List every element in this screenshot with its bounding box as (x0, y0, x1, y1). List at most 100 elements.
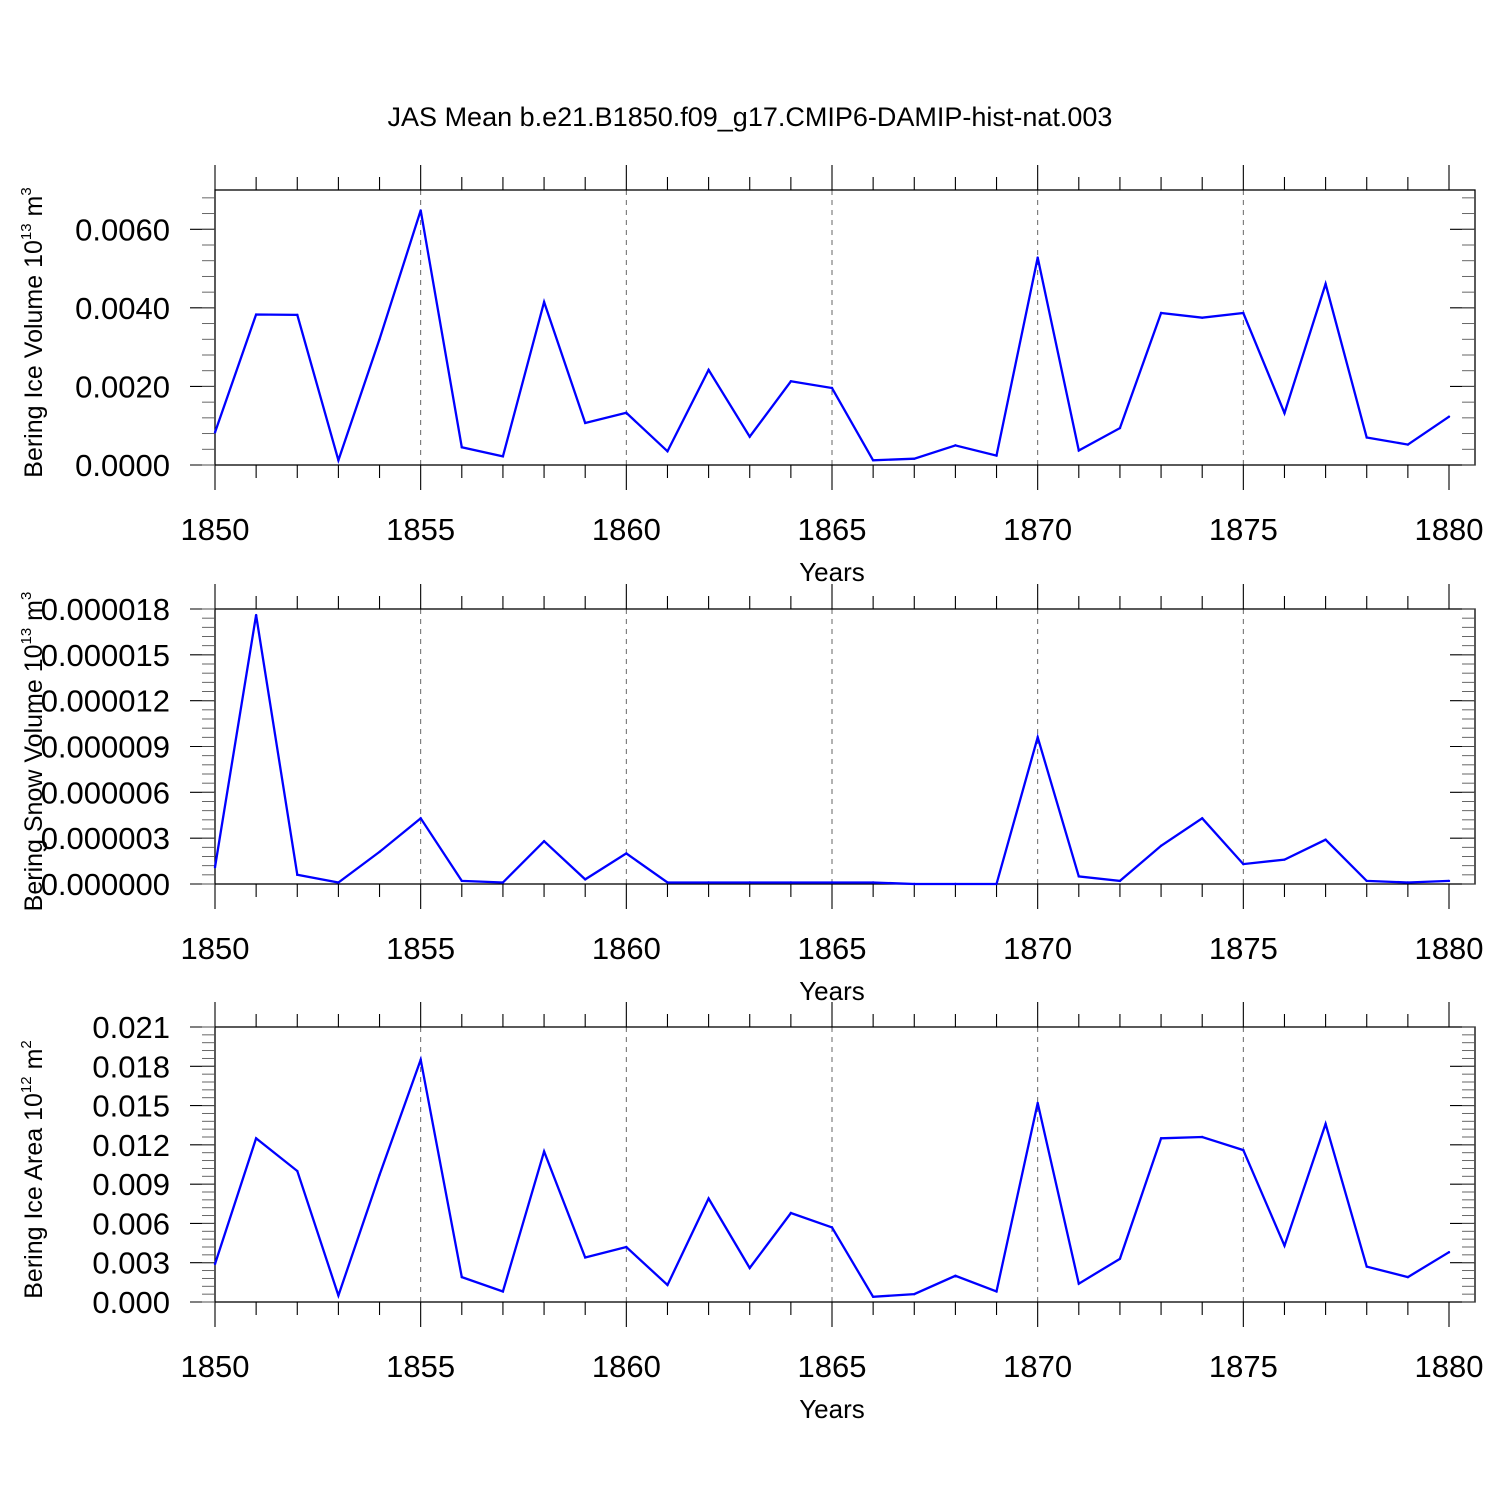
panel-ice-volume: 1850 1855 1860 1865 1870 1875 1880 Years 0.0000 0… (18, 165, 1483, 587)
plot-frame (214, 608, 1476, 885)
x-tick-label: 1870 (1003, 1349, 1072, 1384)
data-point (1077, 875, 1081, 878)
data-point (460, 446, 463, 449)
data-point (789, 881, 793, 884)
data-point (1447, 879, 1451, 883)
data-point (954, 1274, 957, 1278)
data-point (1036, 1101, 1039, 1105)
y-tick-label: 0.000000 (41, 867, 170, 902)
data-point (1283, 1244, 1286, 1247)
data-point (1324, 282, 1327, 286)
data-point (830, 881, 834, 884)
data-point (707, 1197, 710, 1200)
y-tick-label: 0.021 (92, 1010, 170, 1045)
x-tick-label: 1870 (1003, 512, 1072, 547)
y-tick-label: 0.0040 (75, 291, 170, 326)
data-point (1118, 879, 1122, 883)
data-point (584, 1256, 587, 1259)
data-point (913, 882, 916, 886)
data-point (1406, 881, 1410, 884)
y-tick-label: 0.006 (92, 1206, 170, 1241)
data-point (1365, 1265, 1368, 1268)
data-point (830, 1226, 834, 1229)
data-point (337, 459, 340, 462)
data-point (296, 873, 299, 877)
x-tick-label: 1850 (181, 931, 250, 966)
x-tick-label: 1860 (592, 512, 661, 547)
data-point (213, 431, 217, 434)
data-point (584, 878, 587, 881)
data-point (1159, 1137, 1163, 1140)
x-tick-label: 1850 (181, 512, 250, 547)
data-point (254, 613, 258, 617)
data-point (460, 879, 463, 883)
x-tick-label: 1880 (1415, 1349, 1484, 1384)
x-tick-label: 1875 (1209, 1349, 1278, 1384)
x-tick-label: 1880 (1415, 512, 1484, 547)
x-tick-label: 1855 (386, 931, 455, 966)
data-point (501, 455, 505, 458)
data-point (542, 300, 546, 304)
data-point (1201, 817, 1204, 820)
data-point (1118, 426, 1122, 430)
data-point (666, 881, 669, 884)
data-point (707, 368, 710, 372)
data-point (1365, 436, 1368, 439)
data-point (378, 338, 381, 341)
data-point (378, 1173, 381, 1177)
chart-title: JAS Mean b.e21.B1850.f09_g17.CMIP6-DAMIP… (388, 102, 1113, 132)
y-tick-label: 0.0000 (75, 448, 170, 483)
data-point (1159, 311, 1163, 315)
y-tick-label: 0.000012 (41, 684, 170, 719)
x-tick-label: 1870 (1003, 931, 1072, 966)
y-tick-label: 0.000 (92, 1285, 170, 1320)
data-point (995, 1290, 998, 1293)
data-point (871, 881, 875, 884)
data-point (1201, 316, 1204, 319)
data-point (1324, 838, 1327, 841)
data-point (213, 1262, 217, 1266)
data-point (1406, 443, 1410, 446)
y-tick-label: 0.009 (92, 1167, 170, 1202)
data-point (625, 411, 628, 414)
data-point (1283, 858, 1286, 861)
data-point (501, 1290, 505, 1293)
x-tick-label: 1860 (592, 1349, 661, 1384)
data-point (913, 457, 916, 460)
data-point (584, 421, 587, 425)
y-axis-label: Bering Ice Area 1012 m2 (18, 1040, 48, 1299)
data-point (1242, 862, 1245, 866)
x-axis-label: Years (799, 557, 865, 587)
data-point (995, 882, 998, 886)
y-tick-label: 0.000006 (41, 775, 170, 810)
data-point (1118, 1257, 1122, 1260)
x-tick-label: 1875 (1209, 931, 1278, 966)
plot-frame (214, 1026, 1476, 1303)
data-point (254, 313, 258, 316)
x-tick-label: 1855 (386, 1349, 455, 1384)
y-tick-label: 0.003 (92, 1246, 170, 1281)
data-point (213, 865, 217, 869)
data-point (748, 881, 751, 884)
data-point (378, 850, 381, 854)
y-tick-label: 0.0060 (75, 212, 170, 247)
data-point (625, 852, 628, 855)
data-point (995, 454, 998, 457)
data-point (913, 1292, 916, 1296)
data-point (501, 881, 505, 884)
x-tick-label: 1865 (798, 1349, 867, 1384)
x-tick-label: 1850 (181, 1349, 250, 1384)
data-point (460, 1275, 463, 1279)
data-point (1201, 1135, 1204, 1139)
data-point (748, 1266, 751, 1270)
panel-snow-volume: 1850 1855 1860 1865 1870 1875 1880 Years 0.00000… (18, 584, 1483, 1006)
plot-frame (214, 189, 1476, 466)
data-point (542, 840, 546, 843)
x-axis-label: Years (799, 976, 865, 1006)
y-tick-label: 0.000015 (41, 638, 170, 673)
data-point (625, 1245, 628, 1249)
x-tick-label: 1860 (592, 931, 661, 966)
data-point (871, 1295, 875, 1298)
x-tick-label: 1865 (798, 931, 867, 966)
data-point (419, 209, 422, 212)
